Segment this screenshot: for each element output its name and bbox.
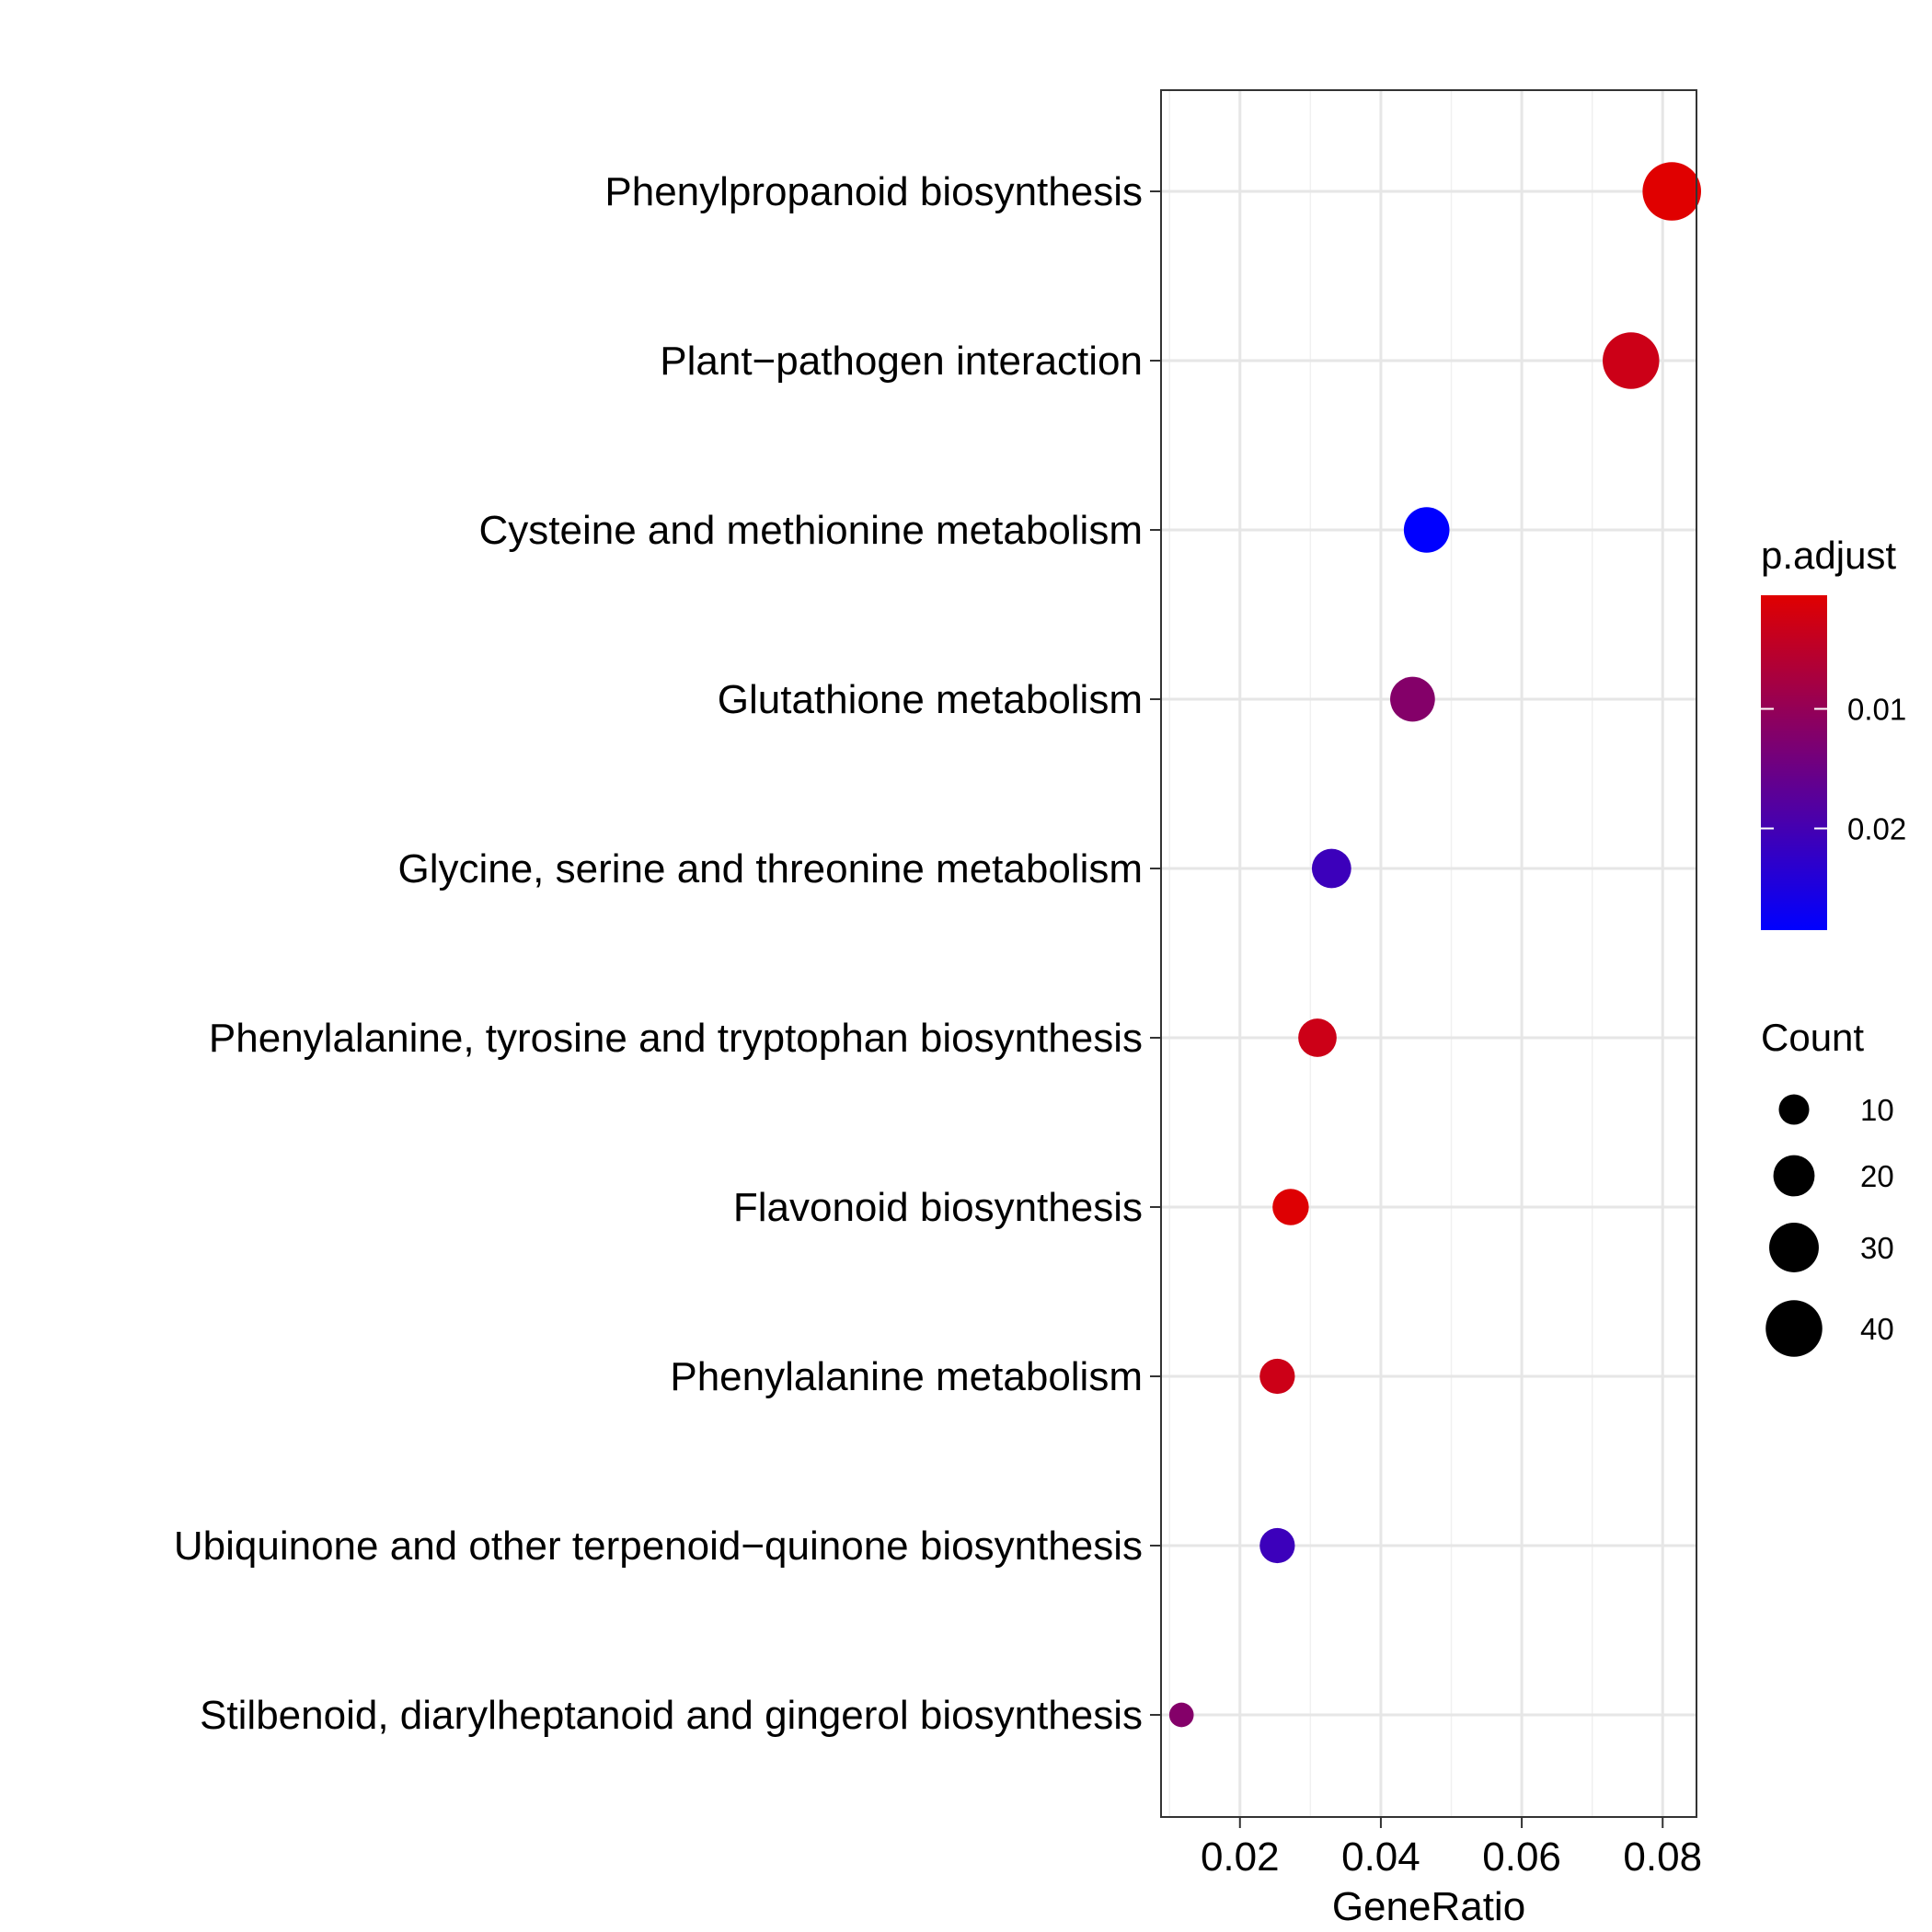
x-tick-label: 0.06 <box>1482 1834 1561 1880</box>
color-legend-label: 0.01 <box>1847 693 1906 727</box>
data-point <box>1272 1189 1309 1225</box>
size-legend: Count 10 20 30 40 <box>1761 1016 1894 1357</box>
color-legend-label: 0.02 <box>1847 812 1906 846</box>
y-tick-label: Glutathione metabolism <box>718 677 1143 722</box>
size-legend-label: 30 <box>1860 1231 1894 1265</box>
size-legend-key <box>1765 1300 1823 1357</box>
data-point <box>1642 162 1702 221</box>
x-axis: 0.02 0.04 0.06 0.08 <box>1201 1817 1702 1880</box>
panel-background <box>1161 90 1696 1817</box>
plot-panel <box>1160 89 1702 1818</box>
y-tick-label: Cysteine and methionine metabolism <box>479 508 1144 553</box>
color-legend: p.adjust 0.01 0.02 <box>1761 534 1906 930</box>
data-point <box>1403 507 1450 553</box>
y-tick-label: Phenylalanine metabolism <box>670 1354 1143 1399</box>
y-tick-label: Phenylpropanoid biosynthesis <box>604 169 1143 214</box>
panel-border <box>1160 89 1697 1818</box>
size-legend-entries: 10 20 30 40 <box>1765 1093 1894 1357</box>
size-legend-label: 20 <box>1860 1159 1894 1193</box>
x-tick-label: 0.02 <box>1201 1834 1280 1880</box>
data-point <box>1298 1018 1337 1057</box>
y-tick-label: Plant−pathogen interaction <box>660 339 1143 384</box>
minor-gridlines <box>1168 90 1593 1817</box>
data-point <box>1168 1702 1194 1728</box>
size-legend-label: 40 <box>1860 1312 1894 1346</box>
color-legend-title: p.adjust <box>1761 534 1896 577</box>
data-point <box>1603 332 1660 389</box>
x-axis-title: GeneRatio <box>1332 1884 1525 1929</box>
y-tick-label: Glycine, serine and threonine metabolism <box>397 846 1143 891</box>
y-tick-label: Ubiquinone and other terpenoid−quinone b… <box>174 1524 1143 1569</box>
y-tick-label: Stilbenoid, diarylheptanoid and gingerol… <box>200 1693 1143 1738</box>
size-legend-label: 10 <box>1860 1093 1894 1127</box>
x-tick-label: 0.04 <box>1341 1834 1420 1880</box>
size-legend-title: Count <box>1761 1016 1864 1059</box>
size-legend-key <box>1769 1223 1819 1272</box>
data-point <box>1311 848 1351 889</box>
x-tick-label: 0.08 <box>1623 1834 1702 1880</box>
data-point <box>1259 1358 1295 1395</box>
y-tick-label: Phenylalanine, tyrosine and tryptophan b… <box>209 1016 1143 1061</box>
color-legend-bar <box>1761 595 1827 930</box>
data-point <box>1390 676 1435 722</box>
size-legend-key <box>1778 1094 1810 1125</box>
data-points <box>1168 162 1702 1728</box>
color-legend-ticks: 0.01 0.02 <box>1761 693 1906 846</box>
size-legend-key <box>1773 1155 1815 1197</box>
y-axis: Phenylpropanoid biosynthesis Plant−pathog… <box>174 169 1161 1738</box>
y-tick-label: Flavonoid biosynthesis <box>733 1185 1143 1230</box>
data-point <box>1259 1527 1295 1564</box>
